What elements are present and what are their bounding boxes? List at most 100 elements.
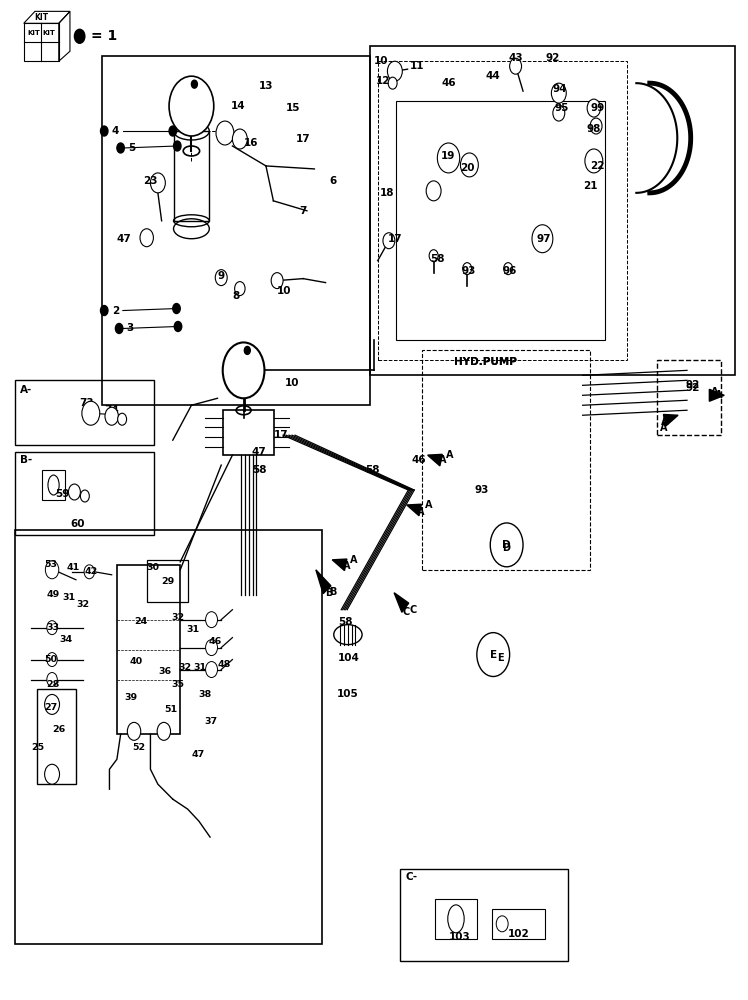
Text: 13: 13 bbox=[259, 81, 273, 91]
Circle shape bbox=[587, 99, 601, 117]
Text: 92: 92 bbox=[685, 383, 700, 393]
Text: 27: 27 bbox=[45, 703, 58, 712]
Text: HYD.PUMP: HYD.PUMP bbox=[454, 357, 517, 367]
Circle shape bbox=[206, 640, 218, 656]
Text: 14: 14 bbox=[231, 101, 245, 111]
Text: 48: 48 bbox=[218, 660, 231, 669]
Text: 31: 31 bbox=[186, 625, 199, 634]
Text: KIT: KIT bbox=[34, 13, 48, 22]
Text: 32: 32 bbox=[171, 613, 185, 622]
Circle shape bbox=[383, 233, 395, 249]
Polygon shape bbox=[663, 414, 678, 426]
Text: 58: 58 bbox=[430, 254, 444, 264]
Circle shape bbox=[463, 263, 472, 275]
Text: 10: 10 bbox=[277, 286, 292, 296]
Text: 33: 33 bbox=[46, 623, 59, 632]
Text: 52: 52 bbox=[132, 743, 145, 752]
Text: 32: 32 bbox=[76, 600, 89, 609]
Text: 10: 10 bbox=[284, 378, 299, 388]
Text: 25: 25 bbox=[31, 743, 44, 752]
Text: A: A bbox=[425, 500, 432, 510]
Text: A: A bbox=[446, 450, 453, 460]
Text: 105: 105 bbox=[337, 689, 358, 699]
Circle shape bbox=[169, 76, 214, 136]
Text: 4: 4 bbox=[111, 126, 119, 136]
Circle shape bbox=[100, 306, 108, 316]
Text: 50: 50 bbox=[45, 655, 58, 664]
Text: A: A bbox=[715, 390, 723, 400]
Circle shape bbox=[272, 273, 283, 289]
Text: 92: 92 bbox=[545, 53, 560, 63]
Text: B: B bbox=[329, 587, 337, 597]
Circle shape bbox=[235, 282, 245, 296]
Circle shape bbox=[100, 126, 108, 136]
Text: 46: 46 bbox=[209, 637, 222, 646]
Circle shape bbox=[490, 523, 523, 567]
Text: 43: 43 bbox=[508, 53, 523, 63]
Text: 47: 47 bbox=[117, 234, 132, 244]
Circle shape bbox=[426, 181, 441, 201]
Text: 8: 8 bbox=[233, 291, 239, 301]
Circle shape bbox=[140, 229, 153, 247]
Text: 12: 12 bbox=[375, 76, 390, 86]
Text: 93: 93 bbox=[474, 485, 489, 495]
Circle shape bbox=[174, 321, 182, 331]
Text: 22: 22 bbox=[590, 161, 604, 171]
Text: 23: 23 bbox=[143, 176, 158, 186]
Circle shape bbox=[173, 304, 180, 314]
Text: 40: 40 bbox=[129, 657, 143, 666]
Circle shape bbox=[233, 129, 248, 149]
Text: 46: 46 bbox=[441, 78, 456, 88]
Text: 5: 5 bbox=[128, 143, 135, 153]
Text: 46: 46 bbox=[411, 455, 426, 465]
Circle shape bbox=[585, 149, 603, 173]
Circle shape bbox=[387, 61, 402, 81]
Text: 11: 11 bbox=[410, 61, 424, 71]
Circle shape bbox=[216, 121, 234, 145]
Text: 19: 19 bbox=[441, 151, 456, 161]
Circle shape bbox=[47, 673, 58, 686]
Circle shape bbox=[47, 653, 58, 667]
Text: A: A bbox=[439, 455, 447, 465]
Text: B-: B- bbox=[20, 455, 32, 465]
Text: 38: 38 bbox=[199, 690, 212, 699]
Circle shape bbox=[82, 401, 99, 425]
Text: 59: 59 bbox=[55, 489, 70, 499]
Text: C-: C- bbox=[405, 872, 417, 882]
Text: 35: 35 bbox=[171, 680, 184, 689]
Text: 53: 53 bbox=[45, 560, 58, 569]
Text: E: E bbox=[497, 653, 503, 663]
Circle shape bbox=[45, 694, 60, 714]
Circle shape bbox=[46, 561, 59, 579]
Text: 6: 6 bbox=[329, 176, 337, 186]
Text: KIT: KIT bbox=[42, 30, 55, 36]
Text: 58: 58 bbox=[365, 465, 379, 475]
Circle shape bbox=[115, 323, 123, 333]
Circle shape bbox=[117, 143, 124, 153]
Text: 97: 97 bbox=[536, 234, 551, 244]
Text: 26: 26 bbox=[52, 725, 65, 734]
Polygon shape bbox=[428, 454, 442, 466]
Circle shape bbox=[69, 484, 80, 500]
Polygon shape bbox=[316, 570, 331, 594]
Circle shape bbox=[150, 173, 165, 193]
Text: 9: 9 bbox=[218, 271, 224, 281]
Text: 104: 104 bbox=[338, 653, 360, 663]
Circle shape bbox=[503, 263, 512, 275]
Text: A: A bbox=[417, 507, 425, 517]
Circle shape bbox=[127, 722, 141, 740]
Circle shape bbox=[551, 83, 566, 103]
Text: A: A bbox=[661, 417, 669, 427]
Text: 7: 7 bbox=[299, 206, 307, 216]
Text: E: E bbox=[490, 650, 497, 660]
Circle shape bbox=[245, 346, 251, 354]
Text: C: C bbox=[410, 605, 417, 615]
Circle shape bbox=[388, 77, 397, 89]
Text: B: B bbox=[325, 588, 332, 598]
Polygon shape bbox=[709, 389, 724, 401]
Text: 28: 28 bbox=[46, 680, 60, 689]
Text: 60: 60 bbox=[70, 519, 85, 529]
Text: 37: 37 bbox=[204, 717, 217, 726]
Text: 102: 102 bbox=[508, 929, 530, 939]
Text: 49: 49 bbox=[46, 590, 59, 599]
